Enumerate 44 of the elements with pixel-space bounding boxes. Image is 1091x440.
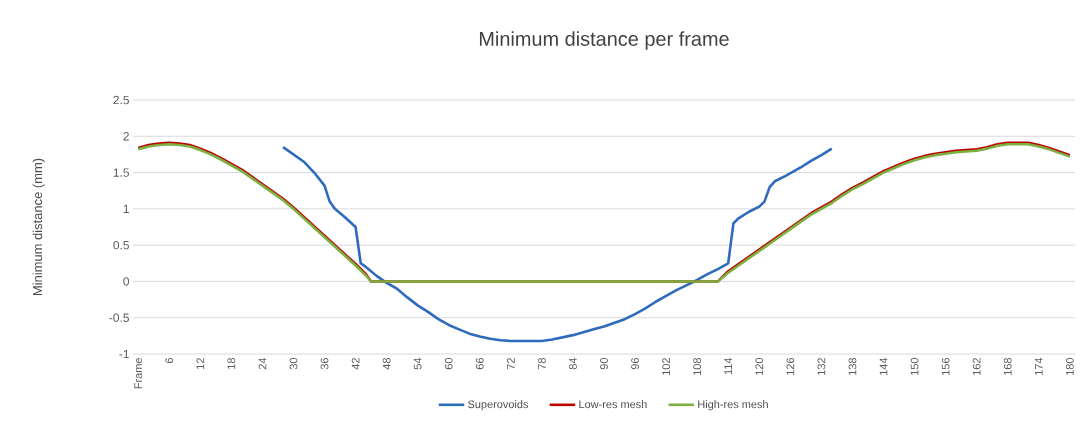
x-tick-label: 168: [1003, 358, 1012, 375]
y-tick-label: 2.5: [113, 95, 129, 105]
x-tick-label: 12: [196, 358, 205, 369]
x-tick-label: 78: [538, 358, 546, 370]
x-tick-label: 66: [475, 358, 484, 370]
x-tick-label: 36: [320, 358, 329, 370]
x-tick-label: 144: [879, 357, 888, 375]
x-tick-label: 102: [662, 358, 670, 375]
x-tick-label: 42: [351, 358, 360, 370]
y-tick-label: 0: [123, 277, 130, 286]
legend-label: High-res mesh: [698, 400, 768, 411]
chart-title: Minimum distance per frame: [479, 31, 729, 50]
legend-label: Superovoids: [468, 400, 529, 411]
y-tick-label: 0.5: [113, 240, 129, 250]
y-tick-label: -0.5: [109, 313, 129, 322]
x-tick-label: 132: [817, 358, 826, 375]
x-tick-label: 180: [1065, 357, 1074, 375]
x-tick-label: 48: [382, 358, 391, 370]
y-tick-label: 1.5: [113, 168, 129, 177]
x-tick-label: 174: [1035, 357, 1043, 375]
y-tick-label: 2: [123, 132, 129, 141]
x-tick-label: 138: [848, 358, 857, 375]
x-tick-label: 6: [165, 358, 174, 364]
legend-label: Low-res mesh: [579, 400, 647, 409]
x-tick-label: 114: [724, 357, 732, 375]
x-tick-label: 30: [289, 357, 298, 370]
x-tick-label: 18: [227, 358, 236, 369]
x-tick-label: 120: [755, 357, 764, 375]
x-tick-label: 24: [258, 357, 267, 370]
x-tick-label: Frame: [134, 358, 142, 389]
y-tick-label: 1: [123, 204, 129, 213]
x-tick-label: 96: [631, 358, 639, 370]
x-tick-label: 84: [569, 357, 577, 370]
x-tick-label: 162: [972, 358, 981, 375]
x-tick-label: 54: [413, 357, 422, 370]
x-tick-label: 108: [693, 358, 702, 375]
x-tick-label: 90: [600, 357, 608, 370]
x-tick-label: 126: [786, 358, 795, 375]
y-axis-title: Minimum distance (mm): [32, 158, 45, 296]
x-tick-label: 150: [910, 357, 919, 375]
x-tick-label: 156: [941, 358, 950, 375]
x-tick-label: 72: [507, 358, 515, 370]
x-tick-label: 60: [444, 357, 453, 370]
y-tick-label: -1: [119, 349, 129, 359]
